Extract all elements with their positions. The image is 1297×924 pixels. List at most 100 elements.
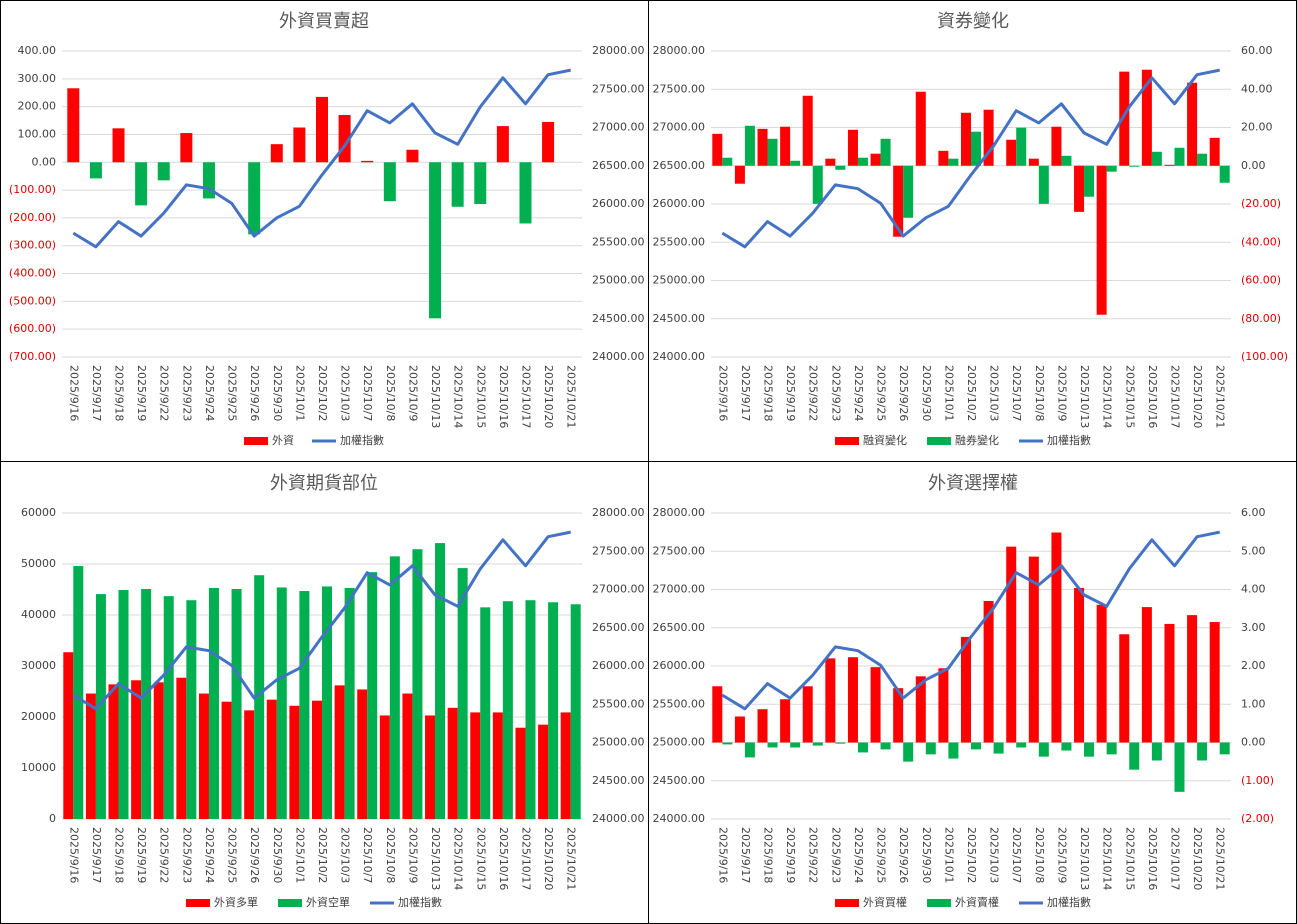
bar <box>1061 742 1072 751</box>
index-line <box>72 530 571 711</box>
bar <box>361 160 374 163</box>
bar <box>744 742 755 758</box>
bar <box>948 158 959 166</box>
bar <box>429 162 442 319</box>
x-tick-label: 2025/10/16 <box>1146 365 1159 428</box>
bar <box>734 165 745 184</box>
y2-tick-label: (1.00) <box>1241 774 1274 787</box>
y2-tick-label: (80.00) <box>1241 312 1281 325</box>
x-tick-label: 2025/10/15 <box>474 365 487 428</box>
x-tick-label: 2025/10/1 <box>942 827 955 883</box>
x-tick-label: 2025/9/23 <box>829 365 842 421</box>
y2-tick-label: 25000.00 <box>592 274 645 287</box>
bar <box>1016 742 1027 748</box>
bar <box>767 742 778 748</box>
bar <box>1187 615 1198 743</box>
bar <box>198 693 209 819</box>
y2-tick-label: 24500.00 <box>592 774 645 787</box>
x-tick-label: 2025/10/14 <box>1101 827 1114 890</box>
bar <box>961 636 971 743</box>
y-tick-label: (500.00) <box>9 294 56 307</box>
y2-tick-label: 26000.00 <box>592 659 645 672</box>
y-tick-label: 100.00 <box>18 127 57 140</box>
x-tick-label: 2025/9/24 <box>852 365 865 421</box>
y2-tick-label: 25500.00 <box>592 235 645 248</box>
y2-tick-label: (20.00) <box>1241 197 1281 210</box>
x-tick-label: 2025/10/13 <box>1078 365 1091 428</box>
x-tick-label: 2025/10/21 <box>565 365 578 428</box>
index-line <box>72 68 571 249</box>
bar <box>1219 165 1230 183</box>
y-tick-label: (400.00) <box>9 267 56 280</box>
bar <box>1119 634 1130 743</box>
y-tick-label: 27500.00 <box>653 544 706 557</box>
bar <box>1141 69 1152 166</box>
bar <box>412 549 423 819</box>
y2-tick-label: 25000.00 <box>592 736 645 749</box>
y2-tick-label: 3.00 <box>1241 621 1266 634</box>
legend-label: 加權指數 <box>340 433 384 447</box>
bar <box>1074 165 1085 212</box>
x-tick-label: 2025/10/8 <box>1033 365 1046 421</box>
x-tick-label: 2025/9/23 <box>180 827 193 883</box>
x-tick-label: 2025/10/9 <box>1055 827 1068 883</box>
bar <box>135 162 148 206</box>
bar <box>457 568 468 819</box>
bar <box>480 607 491 819</box>
bar <box>254 575 265 819</box>
y2-tick-label: 26500.00 <box>592 159 645 172</box>
y2-tick-label: 27000.00 <box>592 583 645 596</box>
bar <box>447 707 458 819</box>
chart-title: 資券變化 <box>937 11 1009 32</box>
legend-label: 外資空單 <box>306 895 350 909</box>
bar <box>734 716 745 743</box>
chart-title: 外資買賣超 <box>279 11 369 32</box>
x-tick-label: 2025/9/30 <box>271 827 284 883</box>
bar <box>722 742 733 745</box>
y2-tick-label: 4.00 <box>1241 583 1266 596</box>
bar <box>767 138 778 166</box>
y-tick-label: 25500.00 <box>653 697 706 710</box>
bar <box>915 676 926 743</box>
x-tick-label: 2025/10/16 <box>1146 827 1159 890</box>
legend-label: 融資變化 <box>863 433 907 447</box>
bar <box>1006 139 1017 166</box>
x-tick-label: 2025/9/18 <box>762 365 775 421</box>
bar <box>163 596 174 819</box>
bar <box>131 680 142 819</box>
bar <box>1164 623 1175 743</box>
bar <box>780 126 791 166</box>
bar <box>971 742 981 750</box>
y2-tick-label: 28000.00 <box>592 506 645 519</box>
bar <box>1084 742 1095 757</box>
x-tick-label: 2025/9/16 <box>716 827 729 883</box>
y-tick-label: 26000.00 <box>653 197 706 210</box>
bar <box>451 162 464 207</box>
x-tick-label: 2025/10/2 <box>965 365 978 421</box>
bar <box>1051 126 1062 166</box>
x-tick-label: 2025/9/23 <box>180 365 193 421</box>
x-tick-label: 2025/10/9 <box>1055 365 1068 421</box>
bar <box>406 149 419 163</box>
x-tick-label: 2025/10/7 <box>1010 827 1023 883</box>
y2-tick-label: 2.00 <box>1241 659 1266 672</box>
y-tick-label: 300.00 <box>18 72 57 85</box>
x-tick-label: 2025/10/14 <box>1101 365 1114 428</box>
bar <box>389 556 400 819</box>
y2-tick-label: 5.00 <box>1241 544 1266 557</box>
x-tick-label: 2025/9/26 <box>248 365 261 421</box>
bar <box>1151 151 1162 166</box>
x-tick-label: 2025/10/3 <box>988 365 1001 421</box>
y2-tick-label: (100.00) <box>1241 350 1288 363</box>
y-tick-label: 27500.00 <box>653 82 706 95</box>
x-tick-label: 2025/9/19 <box>784 365 797 421</box>
bar <box>496 126 509 163</box>
x-tick-label: 2025/10/21 <box>1214 827 1227 890</box>
bar <box>425 715 436 819</box>
bar <box>1129 742 1140 770</box>
y2-tick-label: (60.00) <box>1241 274 1281 287</box>
y-tick-label: 0.00 <box>32 155 57 168</box>
bar <box>812 742 823 746</box>
x-tick-label: 2025/10/9 <box>406 827 419 883</box>
x-tick-label: 2025/9/25 <box>875 365 888 421</box>
